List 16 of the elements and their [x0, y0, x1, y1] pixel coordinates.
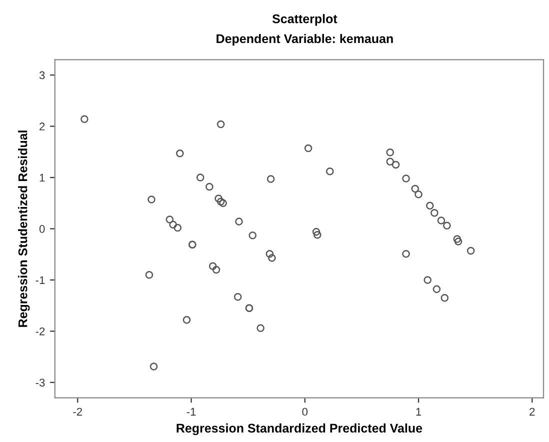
x-tick-label: 0	[302, 408, 308, 416]
y-tick-label: 1	[40, 174, 45, 182]
x-tick-label: -2	[73, 408, 82, 416]
chart-subtitle: Dependent Variable: kemauan	[216, 34, 393, 46]
x-tick-label: 2	[530, 408, 535, 416]
y-tick-label: 2	[40, 122, 45, 130]
x-axis-title: Regression Standardized Predicted Value	[176, 423, 422, 436]
y-axis-title: Regression Studentized Residual	[18, 130, 30, 327]
y-tick-label: -2	[36, 327, 45, 336]
x-tick-label: 1	[416, 408, 422, 416]
y-tick-label: -1	[36, 276, 45, 284]
y-tick-label: 3	[39, 71, 45, 80]
y-tick-label: -3	[36, 378, 45, 387]
y-tick-label: 0	[39, 225, 45, 233]
chart-title: Scatterplot	[272, 14, 338, 26]
x-tick-label: -1	[186, 408, 196, 416]
